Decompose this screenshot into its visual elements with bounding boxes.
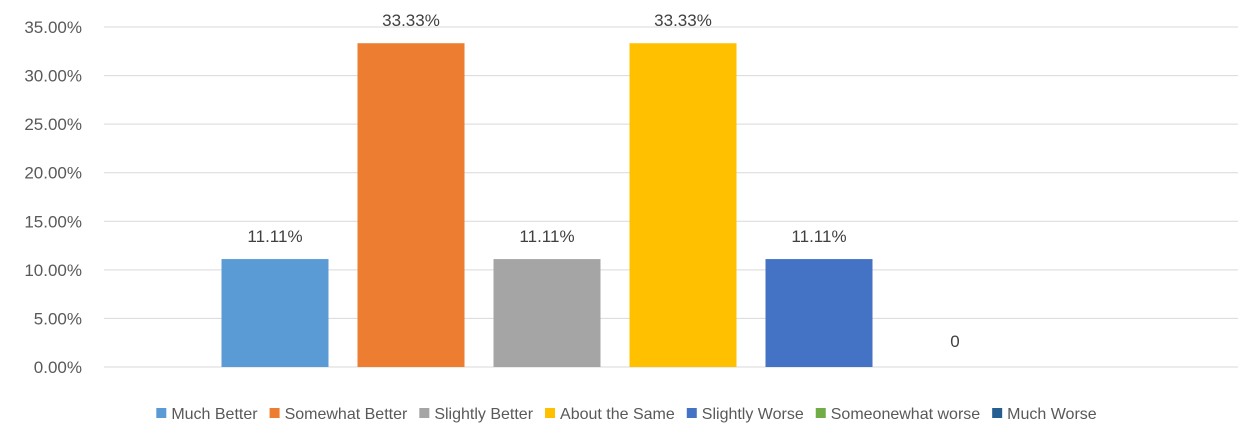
legend-item[interactable]: Somewhat Better [269,406,408,423]
legend-swatch [815,408,826,418]
legend-item[interactable]: Someonewhat worse [815,406,981,423]
legend-label: Much Worse [1007,406,1097,423]
legend-item[interactable]: Much Worse [992,406,1097,423]
legend-label: Somewhat Better [285,406,408,423]
y-tick-label: 35.00% [24,18,82,37]
y-axis-ticks: 0.00% 5.00% 10.00% 15.00% 20.00% 25.00% 30.00%… [24,18,82,377]
y-tick-label: 30.00% [24,67,82,86]
legend-swatch [545,408,556,418]
data-labels: 11.11% 33.33% 11.11% 33.33% 11.11% 0 [247,11,959,351]
legend-swatch [419,408,430,418]
legend-label: Slightly Worse [702,406,804,423]
legend-swatch [156,408,167,418]
legend: Much Better Somewhat Better Slightly Bette… [156,406,1097,423]
legend-item[interactable]: Much Better [156,406,258,423]
legend-swatch [686,408,697,418]
bar-slightly-better[interactable] [493,259,601,367]
legend-item[interactable]: About the Same [545,406,675,423]
y-tick-label: 5.00% [34,309,82,328]
y-tick-label: 10.00% [24,261,82,280]
data-label: 33.33% [654,11,712,30]
y-tick-label: 0.00% [34,358,82,377]
legend-label: About the Same [560,406,675,423]
bar-somewhat-better[interactable] [357,43,465,367]
bars [221,43,873,367]
bar-much-better[interactable] [221,259,329,367]
legend-item[interactable]: Slightly Better [419,406,534,423]
y-tick-label: 15.00% [24,212,82,231]
legend-item[interactable]: Slightly Worse [686,406,804,423]
data-label: 11.11% [519,227,574,246]
legend-swatch [992,408,1003,418]
y-tick-label: 20.00% [24,164,82,183]
legend-swatch [269,408,280,418]
bar-slightly-worse[interactable] [765,259,873,367]
bar-about-the-same[interactable] [629,43,737,367]
legend-label: Someonewhat worse [831,406,981,423]
legend-label: Much Better [171,406,258,423]
data-label: 11.11% [791,227,846,246]
data-label: 33.33% [382,11,440,30]
data-label: 0 [950,332,959,351]
y-tick-label: 25.00% [24,115,82,134]
legend-label: Slightly Better [434,406,533,423]
data-label: 11.11% [247,227,302,246]
